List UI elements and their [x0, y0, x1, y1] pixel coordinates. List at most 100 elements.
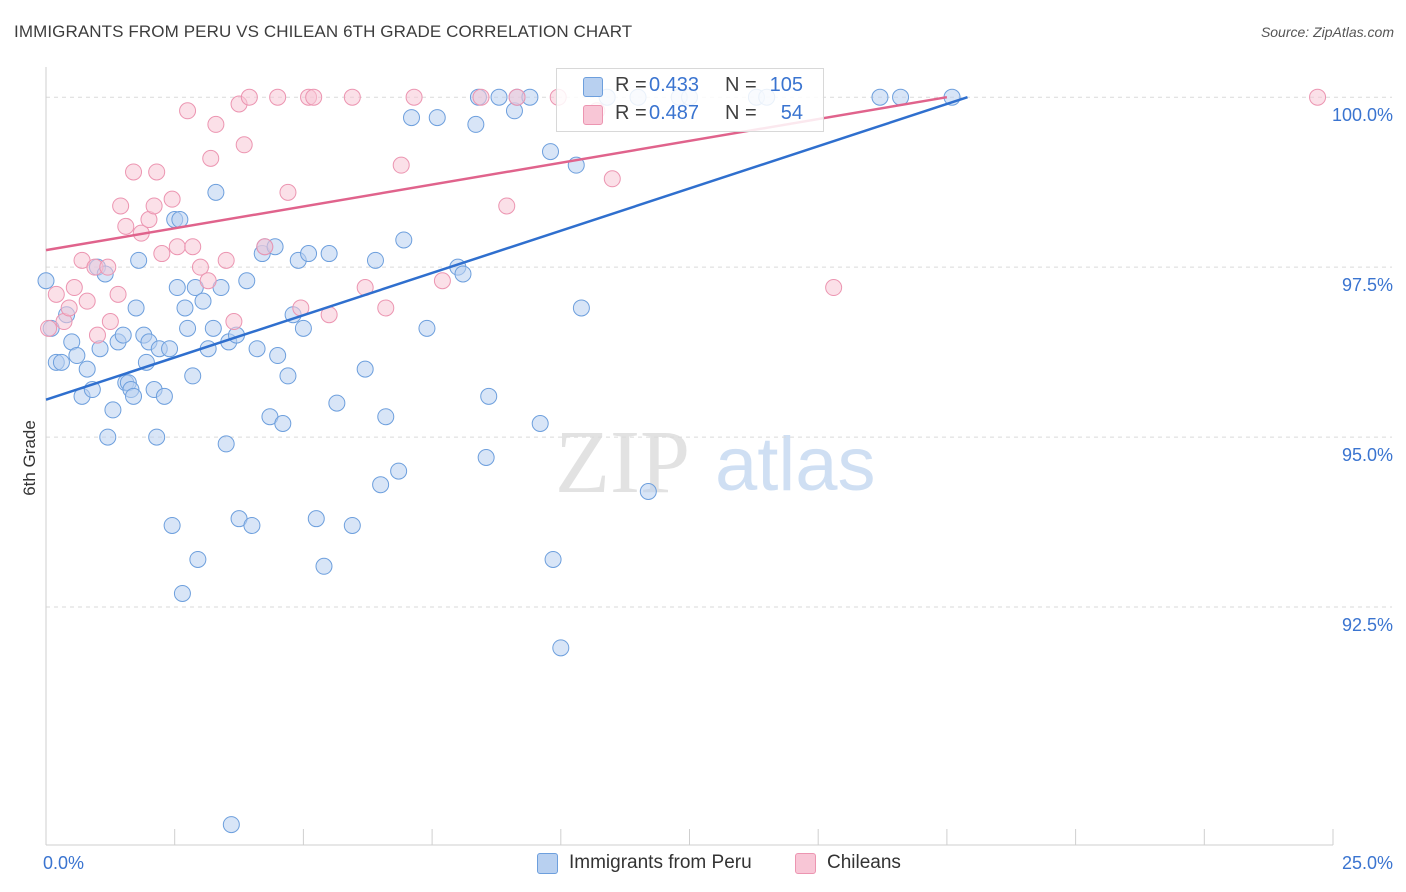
data-point-peru [320, 245, 338, 263]
data-point-chileans [235, 136, 253, 154]
data-point-chileans [377, 299, 395, 317]
data-point-chileans [405, 88, 423, 106]
data-point-chileans [191, 258, 209, 276]
data-point-chileans [65, 279, 83, 297]
data-point-peru [328, 394, 346, 412]
data-point-chileans [153, 245, 171, 263]
watermark-zip: ZIP [555, 413, 690, 512]
data-point-chileans [40, 319, 58, 337]
data-point-chileans [207, 115, 225, 133]
data-point-peru [171, 211, 189, 229]
data-point-chileans [225, 313, 243, 331]
data-point-peru [428, 109, 446, 127]
data-point-peru [477, 449, 495, 466]
data-point-peru [390, 462, 408, 480]
data-point-peru [544, 550, 562, 568]
legend-swatch-peru [583, 77, 603, 97]
data-point-peru [315, 557, 333, 575]
data-point-peru [403, 109, 421, 127]
data-point-peru [274, 415, 292, 433]
data-point-chileans [47, 285, 65, 303]
legend-n-value: 54 [780, 102, 803, 124]
data-point-peru [163, 516, 181, 534]
data-point-peru [155, 387, 173, 405]
data-point-chileans [825, 279, 843, 297]
data-point-peru [207, 183, 225, 201]
data-point-peru [104, 401, 122, 419]
data-point-peru [300, 245, 318, 263]
legend-r-label: R = [615, 102, 647, 124]
data-point-peru [269, 347, 287, 365]
data-point-chileans [240, 88, 258, 106]
source-label: Source: ZipAtlas.com [1260, 24, 1394, 40]
series-peru-points [37, 88, 961, 834]
legend-row-peru: R = 0.433 N = 105 [557, 73, 823, 99]
legend-swatch-chileans [583, 105, 603, 125]
data-point-chileans [343, 88, 361, 106]
data-point-peru [161, 340, 179, 358]
data-point-chileans [112, 197, 130, 215]
data-point-chileans [88, 326, 106, 344]
data-point-peru [238, 272, 256, 290]
data-point-peru [222, 816, 240, 834]
data-point-peru [377, 408, 395, 426]
data-point-chileans [256, 238, 274, 256]
legend-r-value: 0.487 [649, 102, 700, 124]
data-point-peru [307, 510, 325, 528]
data-point-peru [179, 319, 197, 337]
data-point-chileans [498, 197, 516, 215]
legend-n-label: N = [725, 74, 757, 96]
data-point-chileans [109, 285, 127, 303]
legend-label-chileans: Chileans [827, 852, 901, 873]
data-point-peru [454, 265, 472, 283]
data-point-chileans [145, 197, 163, 215]
data-point-peru [892, 88, 910, 106]
series-chileans-points [40, 88, 1327, 344]
data-point-chileans [603, 170, 621, 188]
legend-row-chileans: R = 0.487 N = 54 [557, 101, 823, 127]
data-point-peru [168, 279, 186, 297]
data-point-peru [37, 272, 55, 290]
data-point-chileans [117, 217, 135, 235]
data-point-peru [189, 550, 207, 568]
watermark: ZIP atlas [555, 413, 876, 512]
data-point-peru [467, 115, 485, 133]
data-point-peru [372, 476, 390, 494]
chart-title: IMMIGRANTS FROM PERU VS CHILEAN 6TH GRAD… [14, 22, 633, 41]
data-point-chileans [168, 238, 186, 256]
data-point-peru [480, 387, 498, 405]
data-point-chileans [279, 183, 297, 201]
data-point-chileans [60, 299, 78, 317]
data-point-peru [343, 516, 361, 534]
data-point-peru [490, 88, 508, 106]
data-point-chileans [1309, 88, 1327, 106]
data-point-peru [114, 326, 132, 344]
watermark-atlas: atlas [715, 422, 876, 507]
data-point-peru [294, 319, 312, 337]
legend-swatch-peru [537, 853, 558, 874]
data-point-chileans [163, 190, 181, 208]
data-point-peru [68, 347, 86, 365]
data-point-peru [552, 639, 570, 657]
data-point-chileans [78, 292, 96, 310]
data-point-chileans [472, 88, 490, 106]
data-point-peru [395, 231, 413, 249]
y-tick-label: 92.5% [1342, 615, 1393, 635]
data-point-peru [639, 482, 657, 500]
data-point-peru [243, 516, 261, 534]
data-point-chileans [199, 272, 217, 290]
data-point-peru [204, 319, 222, 337]
data-point-peru [148, 428, 166, 446]
data-point-peru [176, 299, 194, 317]
data-point-chileans [125, 163, 143, 181]
y-tick-label: 97.5% [1342, 275, 1393, 295]
stats-legend: R = 0.433 N = 105 R = 0.487 N = 54 [556, 68, 824, 132]
data-point-peru [531, 415, 549, 433]
data-point-peru [130, 251, 148, 269]
legend-r-value: 0.433 [649, 74, 700, 96]
data-point-chileans [179, 102, 197, 120]
data-point-peru [184, 367, 202, 385]
legend-r-label: R = [615, 74, 647, 96]
y-axis-label: 6th Grade [20, 420, 39, 496]
data-point-peru [366, 251, 384, 269]
